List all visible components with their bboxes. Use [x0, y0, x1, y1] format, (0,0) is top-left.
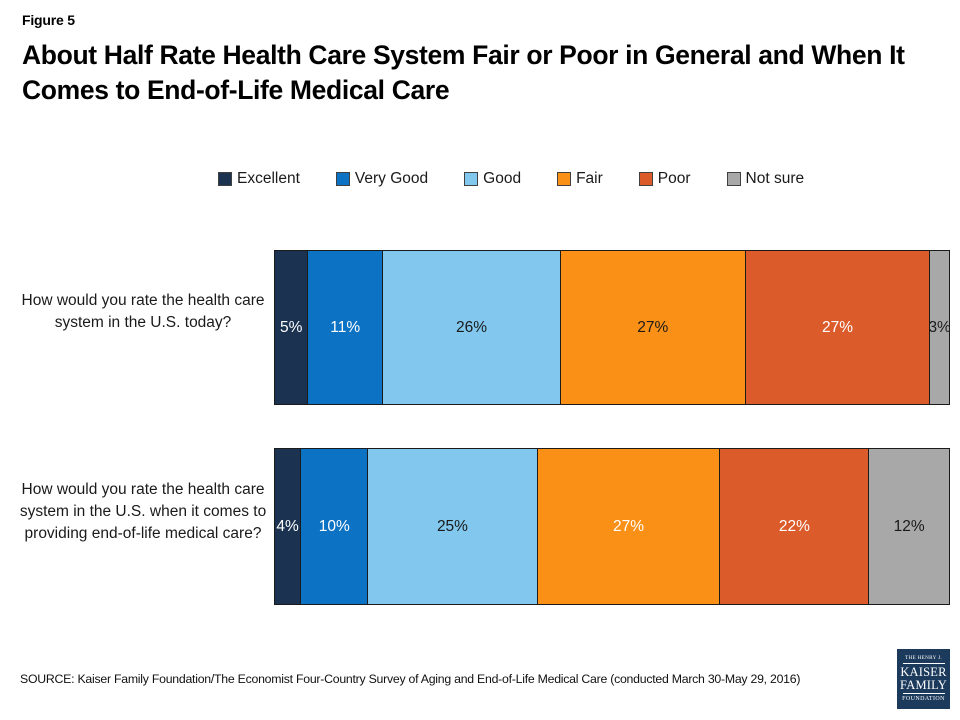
- legend-swatch-icon: [464, 171, 479, 186]
- bar-segment-value-label: 22%: [778, 517, 810, 535]
- legend-item-label: Not sure: [745, 170, 805, 187]
- legend-swatch-icon: [726, 171, 741, 186]
- bar-segment-value-label: 25%: [436, 517, 468, 535]
- bar-segment-not-sure[interactable]: 12%: [868, 448, 950, 605]
- legend-swatch-icon: [218, 171, 232, 186]
- bar-segment-value-label: 27%: [612, 517, 645, 535]
- legend-item-excellent[interactable]: Excellent: [218, 171, 300, 187]
- legend-swatch-icon: [638, 171, 653, 186]
- bar-segment-value-label: 11%: [330, 318, 361, 336]
- figure-number-label: Figure 5: [22, 12, 75, 28]
- legend-item-label: Very Good: [354, 170, 429, 187]
- bar-segment-poor[interactable]: 27%: [744, 250, 931, 405]
- legend-item-label: Excellent: [237, 170, 300, 187]
- legend-item-poor[interactable]: Poor: [638, 170, 691, 187]
- logo-line-family: FAMILY: [900, 677, 947, 692]
- bar-segment-fair[interactable]: 27%: [536, 448, 721, 605]
- stacked-bar-row: 4% 10% 25% 27% 22% 12%: [274, 448, 955, 605]
- bar-segment-very-good[interactable]: 10%: [300, 448, 369, 605]
- legend-item-label: Poor: [657, 170, 691, 187]
- kff-logo: THE HENRY J. KAISER FAMILY FOUNDATION: [897, 649, 950, 709]
- legend-item-not-sure[interactable]: Not sure: [726, 170, 805, 187]
- logo-line-kaiser: KAISER: [900, 665, 947, 680]
- legend-item-label: Fair: [576, 170, 603, 187]
- category-label: How would you rate the health care syste…: [19, 481, 267, 542]
- legend-item-very-good[interactable]: Very Good: [335, 170, 429, 187]
- bar-segment-value-label: 3%: [929, 318, 950, 336]
- bar-segment-excellent[interactable]: 4%: [274, 448, 302, 605]
- bar-segment-value-label: 12%: [893, 517, 925, 535]
- bar-segment-value-label: 10%: [318, 517, 350, 535]
- source-note: SOURCE: Kaiser Family Foundation/The Eco…: [20, 672, 801, 686]
- chart-legend: Excellent Very Good Good Fair Poor Not sure: [218, 171, 804, 187]
- bar-segment-very-good[interactable]: 11%: [307, 250, 384, 405]
- bar-segment-value-label: 27%: [821, 318, 853, 336]
- legend-item-label: Good: [483, 170, 522, 187]
- legend-item-good[interactable]: Good: [464, 171, 521, 187]
- logo-divider-top: [902, 663, 945, 665]
- stacked-bar-row: 5% 11% 26% 27% 27% 3%: [274, 250, 955, 405]
- bar-segment-good[interactable]: 26%: [382, 250, 561, 405]
- bar-segment-excellent[interactable]: 5%: [274, 250, 309, 405]
- bar-segment-poor[interactable]: 22%: [719, 448, 870, 605]
- bar-segment-value-label: 5%: [279, 318, 303, 336]
- bar-segment-value-label: 4%: [276, 517, 299, 535]
- logo-line-the-henry-j: THE HENRY J.: [905, 654, 942, 661]
- page-title: About Half Rate Health Care System Fair …: [22, 40, 905, 105]
- logo-line-foundation: FOUNDATION: [902, 696, 945, 703]
- bar-segment-value-label: 27%: [637, 318, 669, 336]
- category-label: How would you rate the health care syste…: [21, 292, 265, 331]
- legend-swatch-icon: [557, 171, 572, 186]
- bar-segment-not-sure[interactable]: 3%: [929, 250, 950, 405]
- bar-segment-good[interactable]: 25%: [367, 448, 538, 605]
- legend-item-fair[interactable]: Fair: [557, 171, 603, 187]
- logo-divider-bottom: [902, 693, 945, 695]
- bar-segment-value-label: 26%: [455, 318, 487, 336]
- legend-swatch-icon: [335, 171, 350, 186]
- bar-segment-fair[interactable]: 27%: [559, 250, 746, 405]
